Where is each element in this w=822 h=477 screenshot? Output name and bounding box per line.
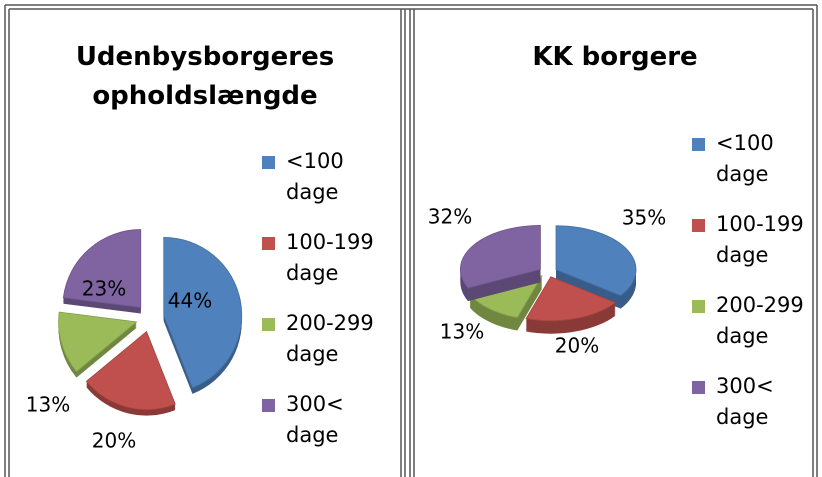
chart-title: Udenbysborgeres opholdslængde <box>75 42 335 111</box>
legend-item: 300< dage <box>692 371 812 433</box>
slice <box>468 275 543 331</box>
data-label: 44% <box>168 289 212 313</box>
slice-top <box>555 225 637 297</box>
legend-label: 300< dage <box>286 392 344 447</box>
legend: <100 dage 100-199 dage 200-299 dage 300< da… <box>692 128 812 452</box>
legend-label: <100 dage <box>716 131 774 186</box>
legend-label: 100-199 dage <box>286 230 374 285</box>
legend-item: <100 dage <box>262 146 382 208</box>
slice-top <box>525 276 617 322</box>
legend-item: 100-199 dage <box>692 209 812 271</box>
legend-swatch <box>262 399 275 412</box>
legend: <100 dage 100-199 dage 200-299 dage 300< da… <box>262 146 382 470</box>
legend-label: 200-299 dage <box>286 311 374 366</box>
legend-swatch <box>692 219 705 232</box>
legend-swatch <box>262 237 275 250</box>
legend-item: 200-299 dage <box>262 308 382 370</box>
legend-label: <100 dage <box>286 149 344 204</box>
slice <box>555 225 637 309</box>
data-label: 20% <box>92 429 136 453</box>
data-label: 23% <box>82 277 126 301</box>
legend-label: 200-299 dage <box>716 293 804 348</box>
slice-top <box>62 229 142 308</box>
legend-item: 300< dage <box>262 389 382 451</box>
slice <box>525 276 617 334</box>
data-label: 13% <box>440 320 484 344</box>
legend-swatch <box>262 318 275 331</box>
slice <box>58 311 138 378</box>
data-label: 35% <box>622 206 666 230</box>
legend-label: 300< dage <box>716 374 774 429</box>
legend-swatch <box>262 156 275 169</box>
legend-item: 200-299 dage <box>692 290 812 352</box>
legend-swatch <box>692 138 705 151</box>
legend-label: 100-199 dage <box>716 212 804 267</box>
slice <box>163 236 243 394</box>
slice <box>460 224 541 302</box>
slice-top <box>58 311 138 373</box>
data-label: 32% <box>428 205 472 229</box>
legend-swatch <box>692 381 705 394</box>
slice-top <box>85 330 176 410</box>
slice <box>85 330 176 416</box>
legend-swatch <box>692 300 705 313</box>
legend-item: <100 dage <box>692 128 812 190</box>
data-label: 20% <box>555 334 599 358</box>
frame <box>4 4 818 477</box>
slice-top <box>163 236 243 389</box>
data-label: 13% <box>26 393 70 417</box>
slice-top <box>460 224 541 289</box>
chart-title: KK borgere <box>532 42 698 72</box>
slice <box>62 229 142 314</box>
legend-item: 100-199 dage <box>262 227 382 289</box>
